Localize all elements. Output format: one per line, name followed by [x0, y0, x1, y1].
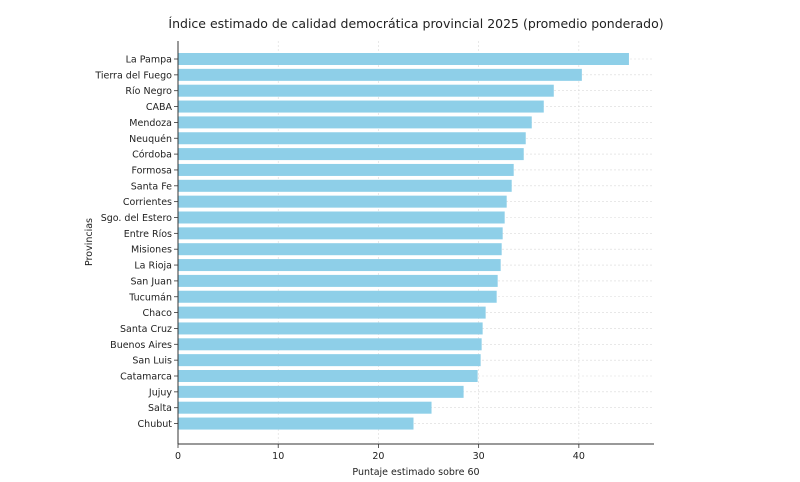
x-tick-label: 20 — [372, 451, 384, 462]
category-label: Buenos Aires — [110, 340, 172, 351]
bar-tierra-del-fuego — [178, 68, 582, 81]
bar-chubut — [178, 417, 414, 430]
chart-title: Índice estimado de calidad democrática p… — [168, 16, 663, 31]
y-axis-label: Provincias — [84, 218, 95, 266]
category-label: Misiones — [131, 245, 172, 256]
bar-c-rdoba — [178, 148, 524, 161]
bar-san-luis — [178, 354, 481, 367]
x-axis-ticks: 0 10 20 30 40 — [175, 444, 585, 462]
bar-mendoza — [178, 116, 532, 129]
bar-chaco — [178, 306, 486, 319]
category-label: Sgo. del Estero — [101, 213, 172, 224]
x-tick-label: 0 — [175, 451, 181, 462]
category-label: San Juan — [130, 276, 172, 287]
category-label: La Rioja — [134, 261, 172, 272]
bar-tucum-n — [178, 290, 497, 303]
category-label: Mendoza — [129, 118, 172, 129]
bar-la-pampa — [178, 53, 629, 65]
category-label: Neuquén — [129, 134, 172, 145]
category-label: Chubut — [138, 419, 173, 430]
bar-buenos-aires — [178, 338, 482, 351]
category-label: San Luis — [132, 356, 172, 367]
bar-san-juan — [178, 274, 498, 287]
category-label: Chaco — [142, 308, 172, 319]
category-label: Catamarca — [120, 372, 172, 383]
category-label: Tucumán — [128, 292, 172, 303]
category-label: CABA — [146, 102, 173, 113]
x-tick-label: 10 — [272, 451, 284, 462]
bar-corrientes — [178, 195, 507, 208]
bar-neuqu-n — [178, 132, 526, 145]
bar-caba — [178, 100, 544, 113]
category-label: Entre Ríos — [124, 229, 172, 240]
bar-misiones — [178, 243, 502, 256]
bar-formosa — [178, 163, 514, 176]
category-label: Jujuy — [148, 387, 172, 398]
x-tick-label: 40 — [573, 451, 585, 462]
bar-la-rioja — [178, 259, 501, 272]
x-tick-label: 30 — [473, 451, 485, 462]
bar-santa-fe — [178, 179, 512, 192]
bar-sgo-del-estero — [178, 211, 505, 224]
category-label: Corrientes — [123, 197, 172, 208]
category-label: La Pampa — [126, 55, 172, 66]
category-label: Río Negro — [125, 86, 172, 97]
bar-r-o-negro — [178, 84, 554, 97]
bar-entre-r-os — [178, 227, 503, 240]
bar-salta — [178, 401, 432, 414]
bar-catamarca — [178, 370, 478, 382]
bar-jujuy — [178, 385, 464, 398]
category-labels: La Pampa Tierra del Fuego Río Negro CABA Men… — [94, 55, 178, 430]
category-label: Córdoba — [132, 150, 172, 161]
category-label: Salta — [148, 403, 172, 414]
category-label: Santa Cruz — [120, 324, 172, 335]
x-axis-label: Puntaje estimado sobre 60 — [352, 467, 479, 478]
bar-santa-cruz — [178, 322, 483, 335]
bars — [178, 53, 629, 430]
category-label: Tierra del Fuego — [94, 70, 172, 81]
category-label: Santa Fe — [131, 181, 172, 192]
category-label: Formosa — [131, 165, 172, 176]
